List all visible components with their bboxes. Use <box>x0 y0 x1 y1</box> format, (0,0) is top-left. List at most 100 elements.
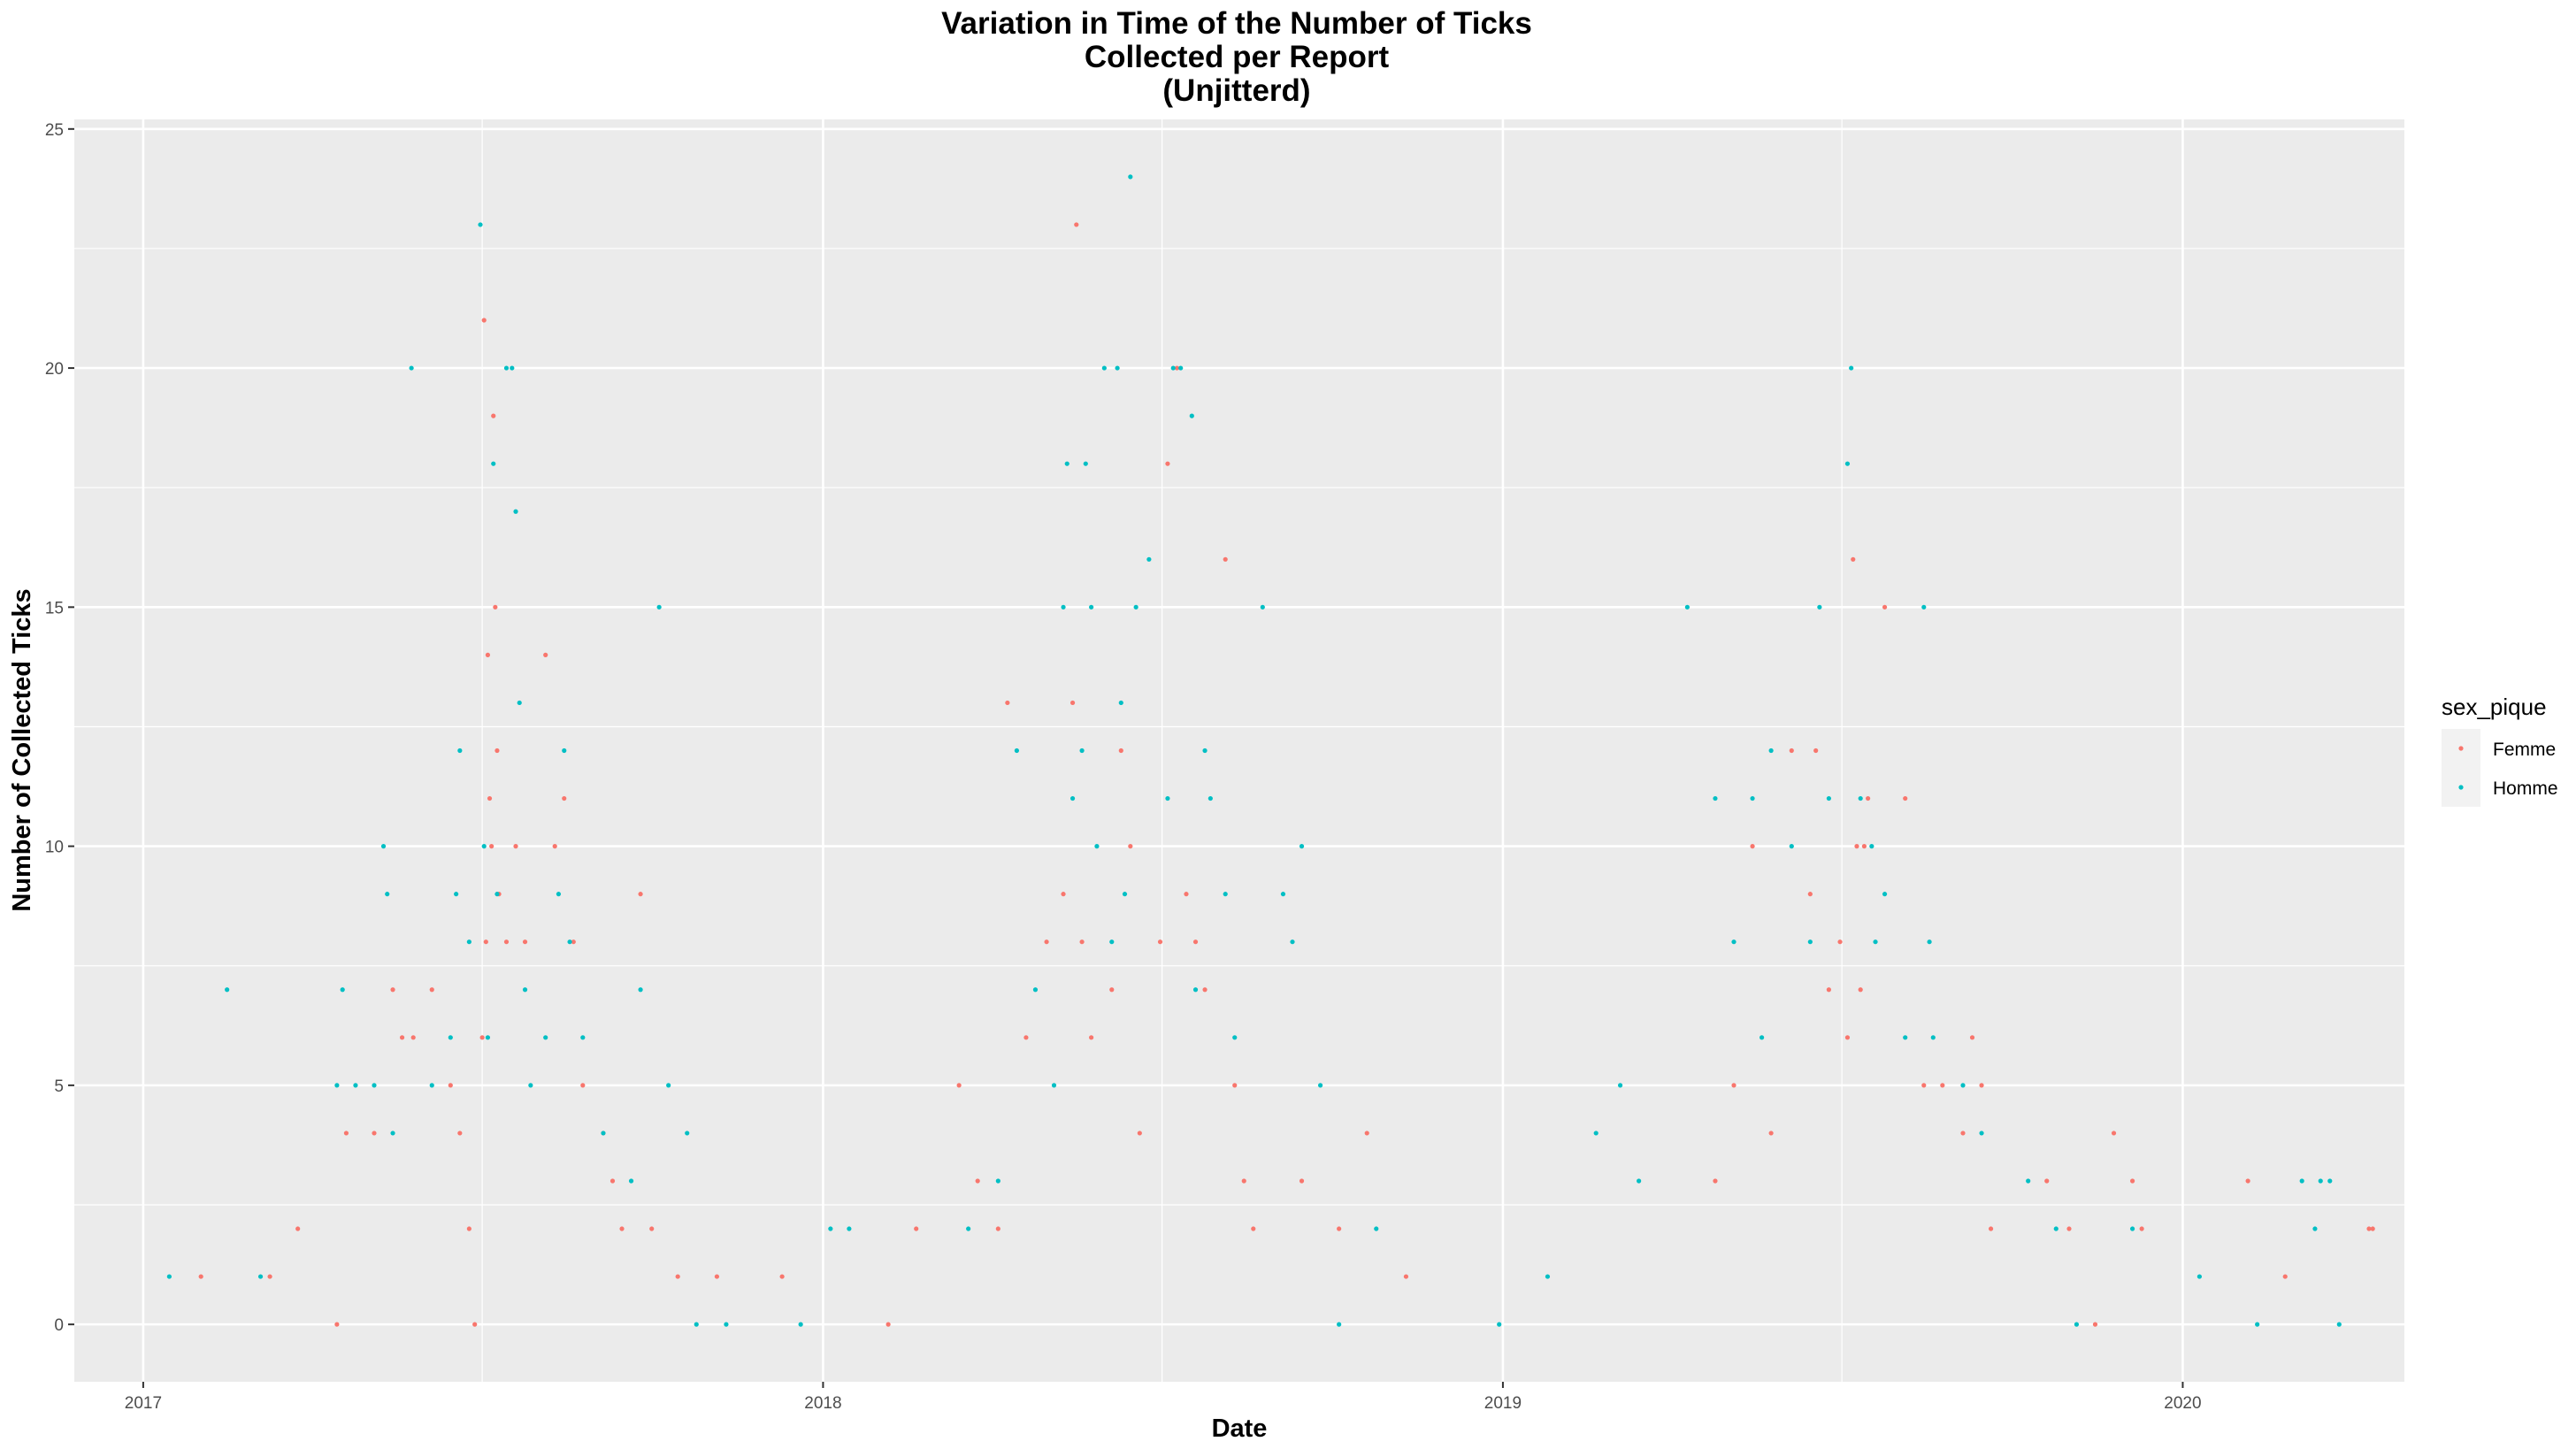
data-point-homme <box>466 939 472 945</box>
data-point-femme <box>1089 1035 1094 1040</box>
data-point-femme <box>779 1274 785 1279</box>
data-point-femme <box>1988 1226 1994 1231</box>
data-point-homme <box>1192 987 1199 993</box>
legend-marker-femme <box>2458 746 2464 751</box>
data-point-femme <box>485 652 491 657</box>
data-point-femme <box>1940 1083 1945 1088</box>
data-point-femme <box>1061 892 1066 897</box>
data-point-femme <box>1137 1131 1142 1136</box>
data-point-femme <box>1851 556 1856 562</box>
data-point-homme <box>1070 795 1076 801</box>
data-point-femme <box>1118 748 1123 754</box>
data-point-homme <box>1731 939 1736 945</box>
data-point-homme <box>1882 892 1888 897</box>
data-point-femme <box>1232 1083 1238 1088</box>
legend-marker-homme <box>2458 785 2464 790</box>
data-point-homme <box>1497 1322 1502 1327</box>
data-point-homme <box>1079 748 1085 754</box>
data-point-homme <box>1128 174 1133 180</box>
legend-label-homme: Homme <box>2493 778 2558 799</box>
data-point-homme <box>491 461 496 466</box>
data-point-femme <box>1844 1035 1851 1040</box>
data-point-homme <box>1873 939 1878 945</box>
data-point-femme <box>448 1083 453 1088</box>
data-point-homme <box>1089 604 1094 610</box>
data-point-femme <box>522 939 528 945</box>
data-point-homme <box>494 892 500 897</box>
data-point-femme <box>2111 1131 2117 1136</box>
data-point-homme <box>457 748 463 754</box>
legend: sex_pique Femme Homme <box>2442 694 2558 807</box>
data-point-homme <box>1118 700 1123 706</box>
data-point-femme <box>1789 748 1794 754</box>
data-point-femme <box>399 1035 405 1040</box>
data-point-homme <box>1750 795 1755 801</box>
data-point-homme <box>1545 1274 1551 1279</box>
data-point-homme <box>429 1083 434 1088</box>
data-point-femme <box>1960 1131 1966 1136</box>
data-point-homme <box>567 939 572 945</box>
data-point-femme <box>1731 1083 1736 1088</box>
data-point-homme <box>1032 987 1039 993</box>
data-point-homme <box>1109 939 1115 945</box>
x-tick-label: 2018 <box>804 1394 841 1413</box>
data-point-homme <box>1223 892 1228 897</box>
data-point-femme <box>571 939 576 945</box>
data-point-femme <box>372 1131 377 1136</box>
data-point-femme <box>2370 1226 2375 1231</box>
data-point-homme <box>1807 939 1813 945</box>
data-point-homme <box>685 1131 690 1136</box>
data-point-homme <box>656 604 662 610</box>
x-axis-label: Date <box>1212 1414 1268 1443</box>
data-point-femme <box>975 1178 980 1184</box>
data-point-homme <box>1061 604 1066 610</box>
data-point-femme <box>1165 461 1170 466</box>
data-point-femme <box>481 318 487 323</box>
data-point-homme <box>385 892 390 897</box>
y-tick-label: 15 <box>45 599 64 617</box>
data-point-homme <box>1637 1178 1642 1184</box>
data-point-homme <box>1858 795 1863 801</box>
x-tick-label: 2017 <box>125 1394 162 1413</box>
data-point-femme <box>1768 1131 1774 1136</box>
data-point-femme <box>1109 987 1115 993</box>
data-point-femme <box>2139 1226 2144 1231</box>
data-point-femme <box>429 987 434 993</box>
y-tick-label: 5 <box>54 1077 64 1096</box>
data-point-homme <box>409 365 414 371</box>
data-point-femme <box>491 413 496 418</box>
data-point-femme <box>410 1035 416 1040</box>
data-point-homme <box>1789 844 1794 849</box>
data-points <box>166 174 2375 1327</box>
data-point-femme <box>487 795 493 801</box>
data-point-homme <box>995 1178 1000 1184</box>
data-point-femme <box>1858 987 1863 993</box>
data-point-femme <box>1337 1226 1342 1231</box>
data-point-femme <box>1079 939 1085 945</box>
data-point-homme <box>1083 461 1088 466</box>
data-point-homme <box>1817 604 1822 610</box>
data-point-homme <box>1760 1035 1765 1040</box>
data-point-femme <box>1364 1131 1369 1136</box>
data-point-femme <box>343 1131 349 1136</box>
data-point-homme <box>1189 413 1194 418</box>
data-point-homme <box>2053 1226 2058 1231</box>
chart-title-line: (Unjitterd) <box>1162 73 1310 108</box>
data-point-homme <box>828 1226 833 1231</box>
data-point-homme <box>1903 1035 1908 1040</box>
data-point-femme <box>1826 987 1831 993</box>
data-point-homme <box>1849 365 1854 371</box>
data-point-homme <box>448 1035 453 1040</box>
x-tick-label: 2019 <box>1484 1394 1522 1413</box>
data-point-homme <box>513 509 518 514</box>
data-point-femme <box>267 1274 272 1279</box>
data-point-homme <box>1094 844 1100 849</box>
data-point-homme <box>1826 795 1831 801</box>
data-point-homme <box>1051 1083 1057 1088</box>
data-point-homme <box>485 1035 491 1040</box>
data-point-homme <box>528 1083 533 1088</box>
data-point-homme <box>1290 939 1295 945</box>
data-point-femme <box>1921 1083 1927 1088</box>
chart-title-line: Variation in Time of the Number of Ticks <box>941 6 1532 41</box>
data-point-homme <box>1844 461 1851 466</box>
